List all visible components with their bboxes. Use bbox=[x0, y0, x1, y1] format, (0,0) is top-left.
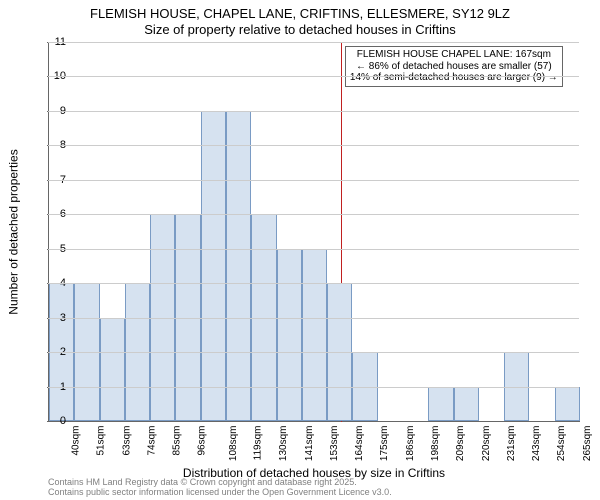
x-tick-label: 164sqm bbox=[354, 426, 365, 462]
histogram-bar bbox=[555, 387, 580, 421]
grid-line bbox=[48, 180, 579, 181]
x-tick-label: 186sqm bbox=[405, 426, 416, 462]
annotation-line1: FLEMISH HOUSE CHAPEL LANE: 167sqm bbox=[350, 49, 558, 61]
grid-line bbox=[48, 318, 579, 319]
x-tick-label: 85sqm bbox=[172, 426, 183, 456]
x-tick-label: 63sqm bbox=[121, 426, 132, 456]
chart-title-line1: FLEMISH HOUSE, CHAPEL LANE, CRIFTINS, EL… bbox=[0, 6, 600, 21]
x-tick-label: 265sqm bbox=[582, 426, 593, 462]
histogram-bar bbox=[277, 249, 302, 421]
x-tick-label: 198sqm bbox=[430, 426, 441, 462]
grid-line bbox=[48, 283, 579, 284]
grid-line bbox=[48, 111, 579, 112]
histogram-bar bbox=[100, 318, 125, 421]
x-tick-label: 153sqm bbox=[329, 426, 340, 462]
x-tick-label: 254sqm bbox=[557, 426, 568, 462]
x-tick-label: 141sqm bbox=[304, 426, 315, 462]
x-tick-label: 108sqm bbox=[228, 426, 239, 462]
x-tick-label: 119sqm bbox=[252, 426, 263, 461]
histogram-bar bbox=[454, 387, 479, 421]
grid-line bbox=[48, 352, 579, 353]
x-tick-label: 209sqm bbox=[455, 426, 466, 462]
annotation-line3: 14% of semi-detached houses are larger (… bbox=[350, 72, 558, 84]
footer-line2: Contains public sector information licen… bbox=[48, 488, 392, 498]
x-tick-label: 74sqm bbox=[146, 426, 157, 456]
grid-line bbox=[48, 387, 579, 388]
histogram-bar bbox=[428, 387, 453, 421]
histogram-bar bbox=[201, 111, 226, 421]
y-axis-label: Number of detached properties bbox=[6, 42, 22, 422]
chart-title-line2: Size of property relative to detached ho… bbox=[0, 22, 600, 37]
y-tick-mark bbox=[47, 421, 51, 422]
x-tick-label: 51sqm bbox=[96, 426, 107, 456]
grid-line bbox=[48, 76, 579, 77]
annotation-box: FLEMISH HOUSE CHAPEL LANE: 167sqm ← 86% … bbox=[345, 46, 563, 87]
grid-line bbox=[48, 42, 579, 43]
x-tick-label: 40sqm bbox=[71, 426, 82, 456]
x-tick-label: 175sqm bbox=[380, 426, 391, 462]
footer-attribution: Contains HM Land Registry data © Crown c… bbox=[48, 478, 392, 498]
x-tick-label: 220sqm bbox=[481, 426, 492, 462]
x-tick-label: 231sqm bbox=[506, 426, 517, 462]
histogram-chart: FLEMISH HOUSE, CHAPEL LANE, CRIFTINS, EL… bbox=[0, 0, 600, 500]
plot-area: FLEMISH HOUSE CHAPEL LANE: 167sqm ← 86% … bbox=[48, 42, 580, 422]
histogram-bar bbox=[302, 249, 327, 421]
annotation-line2: ← 86% of detached houses are smaller (57… bbox=[350, 61, 558, 73]
histogram-bar bbox=[226, 111, 251, 421]
x-tick-label: 243sqm bbox=[531, 426, 542, 462]
grid-line bbox=[48, 249, 579, 250]
x-tick-label: 130sqm bbox=[278, 426, 289, 462]
grid-line bbox=[48, 145, 579, 146]
grid-line bbox=[48, 214, 579, 215]
x-tick-label: 96sqm bbox=[197, 426, 208, 456]
